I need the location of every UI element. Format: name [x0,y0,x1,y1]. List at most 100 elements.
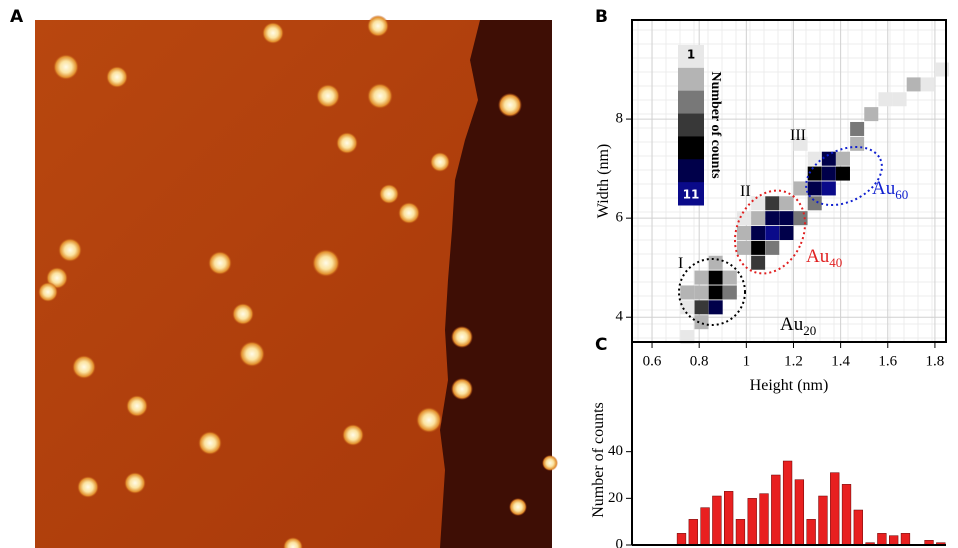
colorbar-tick-label: 11 [683,188,700,202]
y-tick-label: 20 [608,490,623,506]
annotation: I [678,255,683,272]
heatmap-cell [765,226,780,241]
annotation: II [740,183,751,200]
heatmap-cell [807,151,822,166]
y-tick-label: 6 [616,210,624,226]
bar [771,474,781,546]
heatmap-cell [864,107,879,122]
bar [853,509,863,546]
heatmap-cell [906,77,921,92]
bar [747,498,757,546]
colorbar-segment [678,90,704,115]
afm-image [35,15,558,548]
heatmap-cell [821,166,836,181]
annotation-subscript: 20 [803,323,816,338]
heatmap-cell [793,211,808,226]
annotation: Au20 [780,314,816,338]
heatmap-cell [736,211,751,226]
annotation-text: Au [806,246,830,267]
bar [759,493,769,546]
heatmap-cell [680,300,695,315]
heatmap-cell [694,315,709,330]
heatmap-cell [835,166,850,181]
heatmap-cell [807,166,822,181]
bar [830,472,840,546]
y-axis-label: Width (nm) [595,144,612,218]
heatmap-cell [779,196,794,211]
heatmap-cell [751,240,766,255]
heatmap-cell [850,121,865,136]
heatmap-cell [892,92,907,107]
colorbar-segment [678,136,704,160]
heatmap-cell [694,285,709,300]
colorbar-label: Number of counts [708,71,723,179]
y-tick-label: 8 [616,111,624,127]
bar [794,479,805,546]
heatmap-cell [722,285,737,300]
heatmap-cell [680,285,695,300]
colorbar-segment [678,67,704,92]
bar [724,491,734,546]
heatmap-cell [751,196,766,211]
colorbar-segment [678,182,704,206]
cluster-ellipse [805,145,883,207]
bar [676,533,687,546]
heatmap-cell [807,196,822,211]
colorbar-segment [678,159,704,183]
y-tick-label: 40 [608,443,623,459]
y-tick-label: 0 [616,536,624,548]
heatmap-cell [751,226,766,241]
heatmap-cell [708,255,723,270]
x-tick-label: 1.4 [831,353,850,369]
panel-label: A [10,7,24,27]
heatmap-cell [765,240,780,255]
bar [818,495,828,546]
cluster-ellipse [678,258,746,326]
heatmap-cell [736,240,751,255]
heatmap-cell [850,136,865,151]
heatmap-cell [779,211,794,226]
heatmap-cell [807,181,822,196]
x-tick-label: 1.2 [784,353,803,369]
heatmap-cell [708,285,723,300]
heatmap-cell [708,300,723,315]
heatmap-cell [722,270,737,285]
heatmap-cell [821,181,836,196]
x-tick-label: 1.6 [878,353,897,369]
bar [700,507,710,546]
colorbar-segment [678,45,704,69]
colorbar-segment [678,113,704,137]
bar [806,519,816,546]
panel-label: B [595,7,608,27]
heatmap-cell [751,255,766,270]
heatmap-cell [680,330,695,345]
heatmap-cell [779,226,794,241]
x-tick-label: 1.8 [926,353,945,369]
annotation: Au60 [872,178,908,202]
bar [900,533,911,546]
heatmap-cell [793,181,808,196]
annotation-text: Au [780,314,804,335]
axes-frame [631,19,947,343]
bar [889,535,899,546]
bar [841,484,852,546]
bar [877,533,887,546]
panel-label: C [595,335,607,355]
annotation-subscript: 60 [895,187,908,202]
heatmap-cell [878,92,893,107]
y-axis-label: Number of counts [590,402,607,518]
bar [735,519,746,546]
heatmap-cell [835,151,850,166]
y-tick-label: 4 [616,309,624,325]
heatmap-cell [920,77,935,92]
annotation-text: Au [872,178,896,199]
x-tick-label: 1 [743,353,751,369]
cluster-ellipse [734,189,806,275]
annotation: III [790,127,806,144]
x-tick-label: 0.6 [643,353,662,369]
bar [782,460,793,546]
